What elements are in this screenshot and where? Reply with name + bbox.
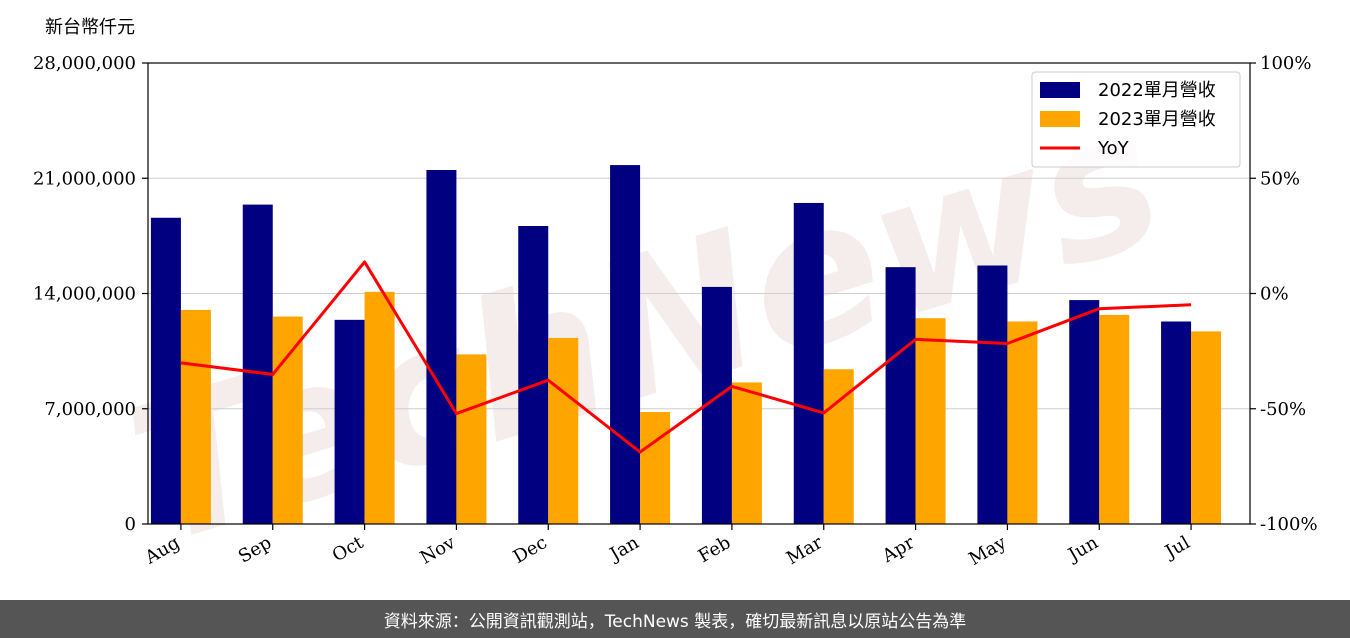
legend-swatch-2022	[1040, 82, 1080, 98]
x-tick-label-jun: Jun	[1063, 532, 1102, 567]
right-y-tick-label: -100%	[1260, 514, 1318, 535]
x-tick-label-may: May	[965, 532, 1010, 570]
bar-2023-apr	[915, 318, 946, 524]
bar-2023-jun	[1099, 314, 1130, 524]
source-footer: 資料來源：公開資訊觀測站，TechNews 製表，確切最新訊息以原站公告為準	[0, 600, 1350, 638]
x-tick-label-mar: Mar	[783, 532, 827, 569]
bar-2023-sep	[272, 316, 303, 524]
bar-2022-dec	[518, 225, 549, 524]
right-y-tick-label: 100%	[1260, 53, 1311, 74]
x-tick-label-feb: Feb	[695, 532, 735, 567]
bar-2023-feb	[731, 382, 762, 524]
bar-2022-sep	[242, 204, 273, 525]
yoy-line	[180, 260, 1192, 454]
x-tick-label-jan: Jan	[605, 532, 643, 566]
bar-2023-jul	[1191, 331, 1222, 524]
legend-label-2022: 2022單月營收	[1098, 80, 1216, 101]
bars-group	[150, 165, 1222, 525]
y-unit-label: 新台幣仟元	[45, 17, 135, 38]
bar-2022-may	[977, 265, 1008, 524]
left-y-tick-label: 0	[125, 514, 136, 535]
bar-2023-aug	[180, 309, 211, 524]
bar-2022-oct	[334, 319, 365, 524]
bar-2023-nov	[456, 354, 487, 524]
x-tick-label-nov: Nov	[417, 532, 460, 569]
x-tick-label-dec: Dec	[510, 532, 551, 568]
right-y-tick-label: -50%	[1260, 399, 1306, 420]
bar-2023-dec	[548, 337, 579, 524]
bar-2022-jun	[1069, 300, 1100, 524]
legend-label-yoy: YoY	[1097, 138, 1130, 159]
left-y-axis: 0 7,000,000 14,000,000 21,000,000 28,000,000	[33, 53, 148, 535]
bar-2022-jul	[1161, 321, 1192, 524]
bar-2023-may	[1007, 321, 1038, 524]
bar-2023-jan	[640, 412, 671, 524]
left-y-tick-label: 21,000,000	[33, 168, 136, 189]
legend-swatch-2023	[1040, 111, 1080, 127]
x-tick-label-jul: Jul	[1160, 532, 1194, 564]
chart: TechNews 新台幣仟元 07,000,00014,000,00021,00…	[33, 17, 1318, 588]
bar-2022-aug	[150, 217, 181, 524]
right-y-tick-label: 50%	[1260, 168, 1300, 189]
legend: 2022單月營收 2023單月營收 YoY	[1031, 71, 1241, 168]
yoy-line-group	[180, 260, 1192, 454]
bar-2022-nov	[426, 170, 457, 524]
x-tick-label-apr: Apr	[878, 532, 918, 567]
bar-2022-jan	[610, 165, 641, 525]
legend-box	[1031, 71, 1241, 168]
left-y-tick-label: 14,000,000	[33, 284, 136, 305]
right-y-tick-label: 0%	[1260, 284, 1289, 305]
bar-2023-oct	[364, 291, 395, 524]
right-y-axis: -100% -50% 0% 50% 100%	[1250, 53, 1318, 535]
left-y-tick-label: 7,000,000	[44, 399, 136, 420]
bar-2023-mar	[823, 369, 854, 524]
bar-2022-apr	[885, 267, 916, 524]
bar-2022-mar	[793, 202, 824, 525]
legend-label-2023: 2023單月營收	[1098, 109, 1216, 130]
left-y-tick-label: 28,000,000	[33, 53, 136, 74]
